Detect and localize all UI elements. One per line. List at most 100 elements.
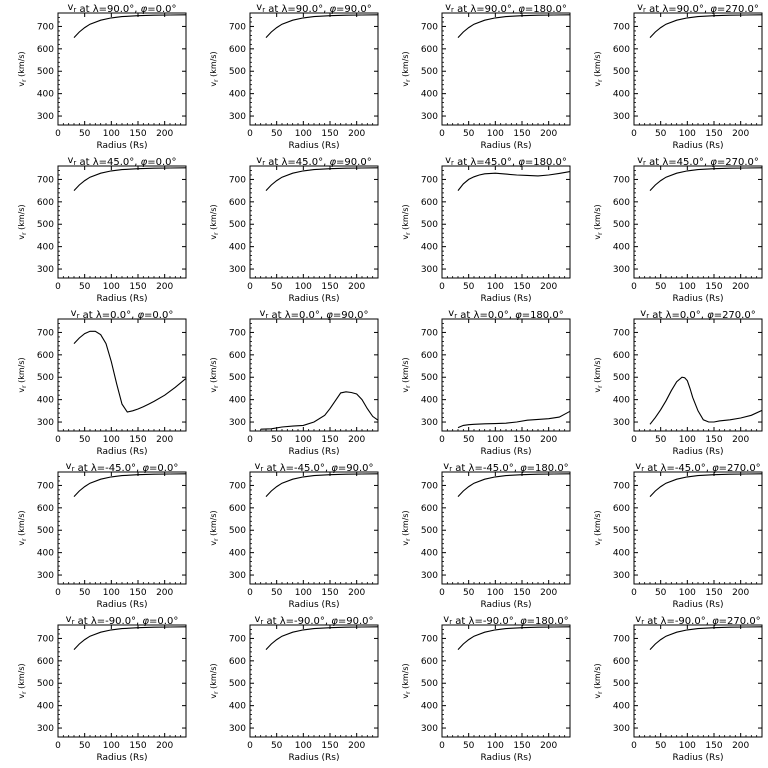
y-tick-label: 400	[229, 90, 246, 100]
x-tick-label: 200	[156, 282, 173, 292]
x-tick-label: 200	[348, 741, 365, 751]
y-tick-label: 400	[229, 396, 246, 406]
y-tick-label: 700	[229, 481, 246, 491]
plot-frame	[249, 12, 379, 126]
x-tick-label: 0	[439, 588, 445, 598]
x-tick-label: 0	[247, 282, 253, 292]
y-tick-label: 400	[613, 90, 630, 100]
y-tick-label: 300	[229, 571, 246, 581]
chart-svg: vr at λ=90.0°, φ=180.0° 0 50 100 150 200 300 40…	[401, 2, 571, 151]
y-axis-label: vr (km/s)	[209, 204, 220, 239]
chart-title: vr at λ=0.0°, φ=0.0°	[71, 308, 174, 321]
x-axis-label: Radius (Rs)	[288, 141, 339, 151]
y-tick-label: 700	[229, 328, 246, 338]
series-line	[265, 167, 378, 191]
plot-frame	[57, 624, 187, 738]
chart-title: vr at λ=45.0°, φ=90.0°	[256, 155, 371, 168]
x-tick-label: 100	[679, 741, 696, 751]
y-tick-label: 500	[229, 526, 246, 536]
chart-panel: vr at λ=-90.0°, φ=0.0° 0 50 100 150 200 300 400…	[0, 612, 192, 765]
y-tick-label: 700	[613, 22, 630, 32]
x-tick-label: 150	[321, 435, 338, 445]
x-axis-label: Radius (Rs)	[96, 447, 147, 457]
x-tick-label: 200	[540, 435, 557, 445]
chart-panel: vr at λ=-45.0°, φ=90.0° 0 50 100 150 200 300 40…	[192, 459, 384, 612]
x-tick-label: 50	[79, 435, 91, 445]
y-tick-label: 600	[613, 504, 630, 514]
chart-panel: vr at λ=45.0°, φ=0.0° 0 50 100 150 200 300 400 5…	[0, 153, 192, 306]
plot-frame	[633, 165, 763, 279]
y-tick-label: 400	[229, 549, 246, 559]
chart-panel: vr at λ=-90.0°, φ=90.0° 0 50 100 150 200 300 40…	[192, 612, 384, 765]
y-axis-label: vr (km/s)	[401, 510, 412, 545]
y-tick-label: 600	[37, 198, 54, 208]
y-tick-label: 600	[229, 657, 246, 667]
y-axis-label: vr (km/s)	[17, 663, 28, 698]
y-tick-label: 700	[613, 634, 630, 644]
x-tick-label: 100	[295, 282, 312, 292]
x-tick-label: 150	[321, 588, 338, 598]
y-tick-label: 400	[613, 243, 630, 253]
x-tick-label: 0	[55, 588, 61, 598]
x-tick-label: 150	[513, 129, 530, 139]
chart-title: vr at λ=-90.0°, φ=180.0°	[443, 614, 568, 627]
chart-svg: vr at λ=-90.0°, φ=180.0° 0 50 100 150 200 300 4…	[401, 614, 571, 763]
x-tick-label: 50	[271, 129, 283, 139]
x-tick-label: 50	[463, 282, 475, 292]
y-tick-label: 400	[37, 702, 54, 712]
x-tick-label: 150	[705, 129, 722, 139]
series-line	[457, 626, 570, 650]
y-tick-label: 300	[229, 418, 246, 428]
y-axis-label: vr (km/s)	[209, 51, 220, 86]
y-tick-label: 300	[421, 265, 438, 275]
chart-svg: vr at λ=-90.0°, φ=270.0° 0 50 100 150 200 300 4…	[593, 614, 763, 763]
x-tick-label: 100	[679, 129, 696, 139]
plot-frame	[441, 165, 571, 279]
y-axis-label: vr (km/s)	[593, 510, 604, 545]
x-tick-label: 50	[79, 741, 91, 751]
y-tick-label: 500	[37, 67, 54, 77]
y-tick-label: 400	[37, 549, 54, 559]
x-tick-label: 0	[247, 588, 253, 598]
x-tick-label: 100	[487, 282, 504, 292]
y-tick-label: 700	[421, 634, 438, 644]
x-axis-label: Radius (Rs)	[288, 447, 339, 457]
y-tick-label: 300	[37, 571, 54, 581]
chart-panel: vr at λ=0.0°, φ=270.0° 0 50 100 150 200 300 400…	[576, 306, 768, 459]
x-tick-label: 0	[439, 435, 445, 445]
y-tick-label: 500	[421, 67, 438, 77]
x-tick-label: 150	[513, 435, 530, 445]
x-tick-label: 150	[513, 741, 530, 751]
y-tick-label: 500	[229, 679, 246, 689]
x-tick-label: 100	[487, 129, 504, 139]
x-tick-label: 0	[439, 129, 445, 139]
x-axis-label: Radius (Rs)	[672, 753, 723, 763]
x-tick-label: 200	[540, 741, 557, 751]
y-axis-label: vr (km/s)	[593, 357, 604, 392]
y-tick-label: 300	[229, 112, 246, 122]
y-tick-label: 700	[613, 328, 630, 338]
x-tick-label: 100	[679, 588, 696, 598]
x-tick-label: 0	[631, 129, 637, 139]
x-tick-label: 200	[348, 588, 365, 598]
plot-frame	[441, 471, 571, 585]
y-tick-label: 600	[421, 504, 438, 514]
chart-panel: vr at λ=90.0°, φ=0.0° 0 50 100 150 200 300 400 5…	[0, 0, 192, 153]
plot-frame	[633, 12, 763, 126]
series-line	[649, 167, 762, 191]
x-tick-label: 50	[271, 741, 283, 751]
x-tick-label: 150	[129, 588, 146, 598]
x-tick-label: 150	[705, 588, 722, 598]
y-axis-label: vr (km/s)	[401, 357, 412, 392]
series-line	[649, 376, 762, 425]
y-tick-label: 500	[37, 373, 54, 383]
x-tick-label: 200	[732, 282, 749, 292]
chart-svg: vr at λ=0.0°, φ=0.0° 0 50 100 150 200 300 400 50…	[17, 308, 187, 457]
plot-frame	[633, 624, 763, 738]
chart-svg: vr at λ=-90.0°, φ=0.0° 0 50 100 150 200 300 400…	[17, 614, 187, 763]
y-tick-label: 300	[613, 418, 630, 428]
chart-svg: vr at λ=45.0°, φ=0.0° 0 50 100 150 200 300 400 5…	[17, 155, 187, 304]
chart-panel: vr at λ=45.0°, φ=270.0° 0 50 100 150 200 300 40…	[576, 153, 768, 306]
y-tick-label: 300	[229, 265, 246, 275]
